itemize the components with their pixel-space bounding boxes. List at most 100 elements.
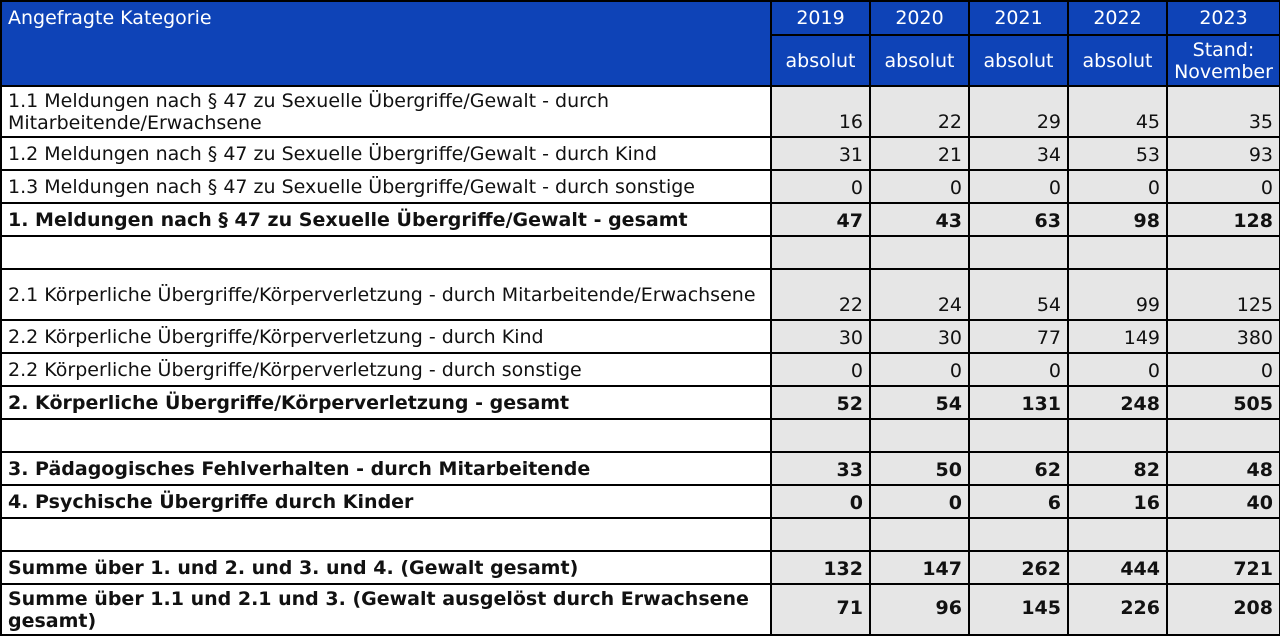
cell-value: 45 (1067, 85, 1168, 138)
cell-value: 63 (968, 202, 1069, 237)
table-row-sum: Summe über 1.1 und 2.1 und 3. (Gewalt au… (0, 583, 1280, 636)
table-row-empty (0, 517, 1280, 552)
subheader-2021: absolut (968, 34, 1069, 87)
cell-value: 0 (869, 484, 970, 519)
cell-value: 43 (869, 202, 970, 237)
cell-value: 24 (869, 268, 970, 321)
subheader-2022: absolut (1067, 34, 1168, 87)
cell-value (869, 418, 970, 453)
cell-value: 99 (1067, 268, 1168, 321)
table-row-empty (0, 235, 1280, 270)
table-row: 1.3 Meldungen nach § 47 zu Sexuelle Über… (0, 169, 1280, 204)
cell-value: 22 (869, 85, 970, 138)
row-label: 1.2 Meldungen nach § 47 zu Sexuelle Über… (0, 136, 772, 171)
cell-value: 48 (1166, 451, 1280, 486)
cell-value: 96 (869, 583, 970, 636)
cell-value (869, 517, 970, 552)
subheader-2020: absolut (869, 34, 970, 87)
cell-value: 262 (968, 550, 1069, 585)
cell-value: 125 (1166, 268, 1280, 321)
cell-value: 77 (968, 319, 1069, 354)
year-header-2021: 2021 (968, 0, 1069, 36)
cell-value: 0 (968, 169, 1069, 204)
table-row: 2.2 Körperliche Übergriffe/Körperverletz… (0, 352, 1280, 387)
cell-value: 40 (1166, 484, 1280, 519)
cell-value: 54 (968, 268, 1069, 321)
cell-value (1166, 517, 1280, 552)
year-header-2019: 2019 (770, 0, 871, 36)
row-label: 2. Körperliche Übergriffe/Körperverletzu… (0, 385, 772, 420)
cell-value: 98 (1067, 202, 1168, 237)
row-label: 1.3 Meldungen nach § 47 zu Sexuelle Über… (0, 169, 772, 204)
row-label: Summe über 1. und 2. und 3. und 4. (Gewa… (0, 550, 772, 585)
table-row: 2.1 Körperliche Übergriffe/Körperverletz… (0, 268, 1280, 321)
row-label (0, 235, 772, 270)
row-label (0, 418, 772, 453)
cell-value: 132 (770, 550, 871, 585)
cell-value: 30 (770, 319, 871, 354)
row-label: 2.1 Körperliche Übergriffe/Körperverletz… (0, 268, 772, 321)
cell-value: 145 (968, 583, 1069, 636)
cell-value: 131 (968, 385, 1069, 420)
table-row: 1.1 Meldungen nach § 47 zu Sexuelle Über… (0, 85, 1280, 138)
header-row-years: Angefragte Kategorie 2019 2020 2021 2022… (0, 0, 1280, 87)
cell-value: 29 (968, 85, 1069, 138)
cell-value (968, 418, 1069, 453)
table-row-total: 1. Meldungen nach § 47 zu Sexuelle Überg… (0, 202, 1280, 237)
header-row-subheaders: absolut absolut absolut absolut Stand: N… (1, 34, 1280, 87)
cell-value: 149 (1067, 319, 1168, 354)
cell-value: 0 (1067, 169, 1168, 204)
cell-value: 53 (1067, 136, 1168, 171)
table-row-total: 3. Pädagogisches Fehlverhalten - durch M… (0, 451, 1280, 486)
cell-value: 22 (770, 268, 871, 321)
cell-value: 35 (1166, 85, 1280, 138)
cell-value (770, 517, 871, 552)
cell-value: 6 (968, 484, 1069, 519)
cell-value: 54 (869, 385, 970, 420)
year-header-2022: 2022 (1067, 0, 1168, 36)
cell-value: 0 (770, 484, 871, 519)
cell-value: 0 (968, 352, 1069, 387)
cell-value (1166, 235, 1280, 270)
table-row-total: 4. Psychische Übergriffe durch Kinder 0 … (0, 484, 1280, 519)
subheader-2019: absolut (770, 34, 871, 87)
cell-value: 16 (1067, 484, 1168, 519)
row-label: 1.1 Meldungen nach § 47 zu Sexuelle Über… (0, 85, 772, 138)
cell-value (1166, 418, 1280, 453)
row-label: 2.2 Körperliche Übergriffe/Körperverletz… (0, 352, 772, 387)
row-label (0, 517, 772, 552)
cell-value: 380 (1166, 319, 1280, 354)
cell-value: 444 (1067, 550, 1168, 585)
table-row: 1.2 Meldungen nach § 47 zu Sexuelle Über… (0, 136, 1280, 171)
cell-value: 34 (968, 136, 1069, 171)
table-body: 1.1 Meldungen nach § 47 zu Sexuelle Über… (0, 85, 1280, 636)
cell-value: 208 (1166, 583, 1280, 636)
cell-value (770, 235, 871, 270)
cell-value: 93 (1166, 136, 1280, 171)
cell-value: 128 (1166, 202, 1280, 237)
cell-value: 0 (1166, 352, 1280, 387)
cell-value: 505 (1166, 385, 1280, 420)
cell-value: 147 (869, 550, 970, 585)
cell-value (968, 235, 1069, 270)
cell-value: 248 (1067, 385, 1168, 420)
cell-value: 226 (1067, 583, 1168, 636)
table-row-empty (0, 418, 1280, 453)
cell-value (968, 517, 1069, 552)
cell-value: 50 (869, 451, 970, 486)
cell-value: 71 (770, 583, 871, 636)
cell-value: 721 (1166, 550, 1280, 585)
table-row: 2.2 Körperliche Übergriffe/Körperverletz… (0, 319, 1280, 354)
cell-value: 47 (770, 202, 871, 237)
row-label: Summe über 1.1 und 2.1 und 3. (Gewalt au… (0, 583, 772, 636)
cell-value: 21 (869, 136, 970, 171)
category-header: Angefragte Kategorie (0, 0, 772, 87)
year-header-2020: 2020 (869, 0, 970, 36)
cell-value: 0 (1166, 169, 1280, 204)
cell-value (869, 235, 970, 270)
cell-value: 30 (869, 319, 970, 354)
row-label: 2.2 Körperliche Übergriffe/Körperverletz… (0, 319, 772, 354)
table-header: Angefragte Kategorie 2019 2020 2021 2022… (0, 0, 1280, 87)
cell-value (1067, 235, 1168, 270)
